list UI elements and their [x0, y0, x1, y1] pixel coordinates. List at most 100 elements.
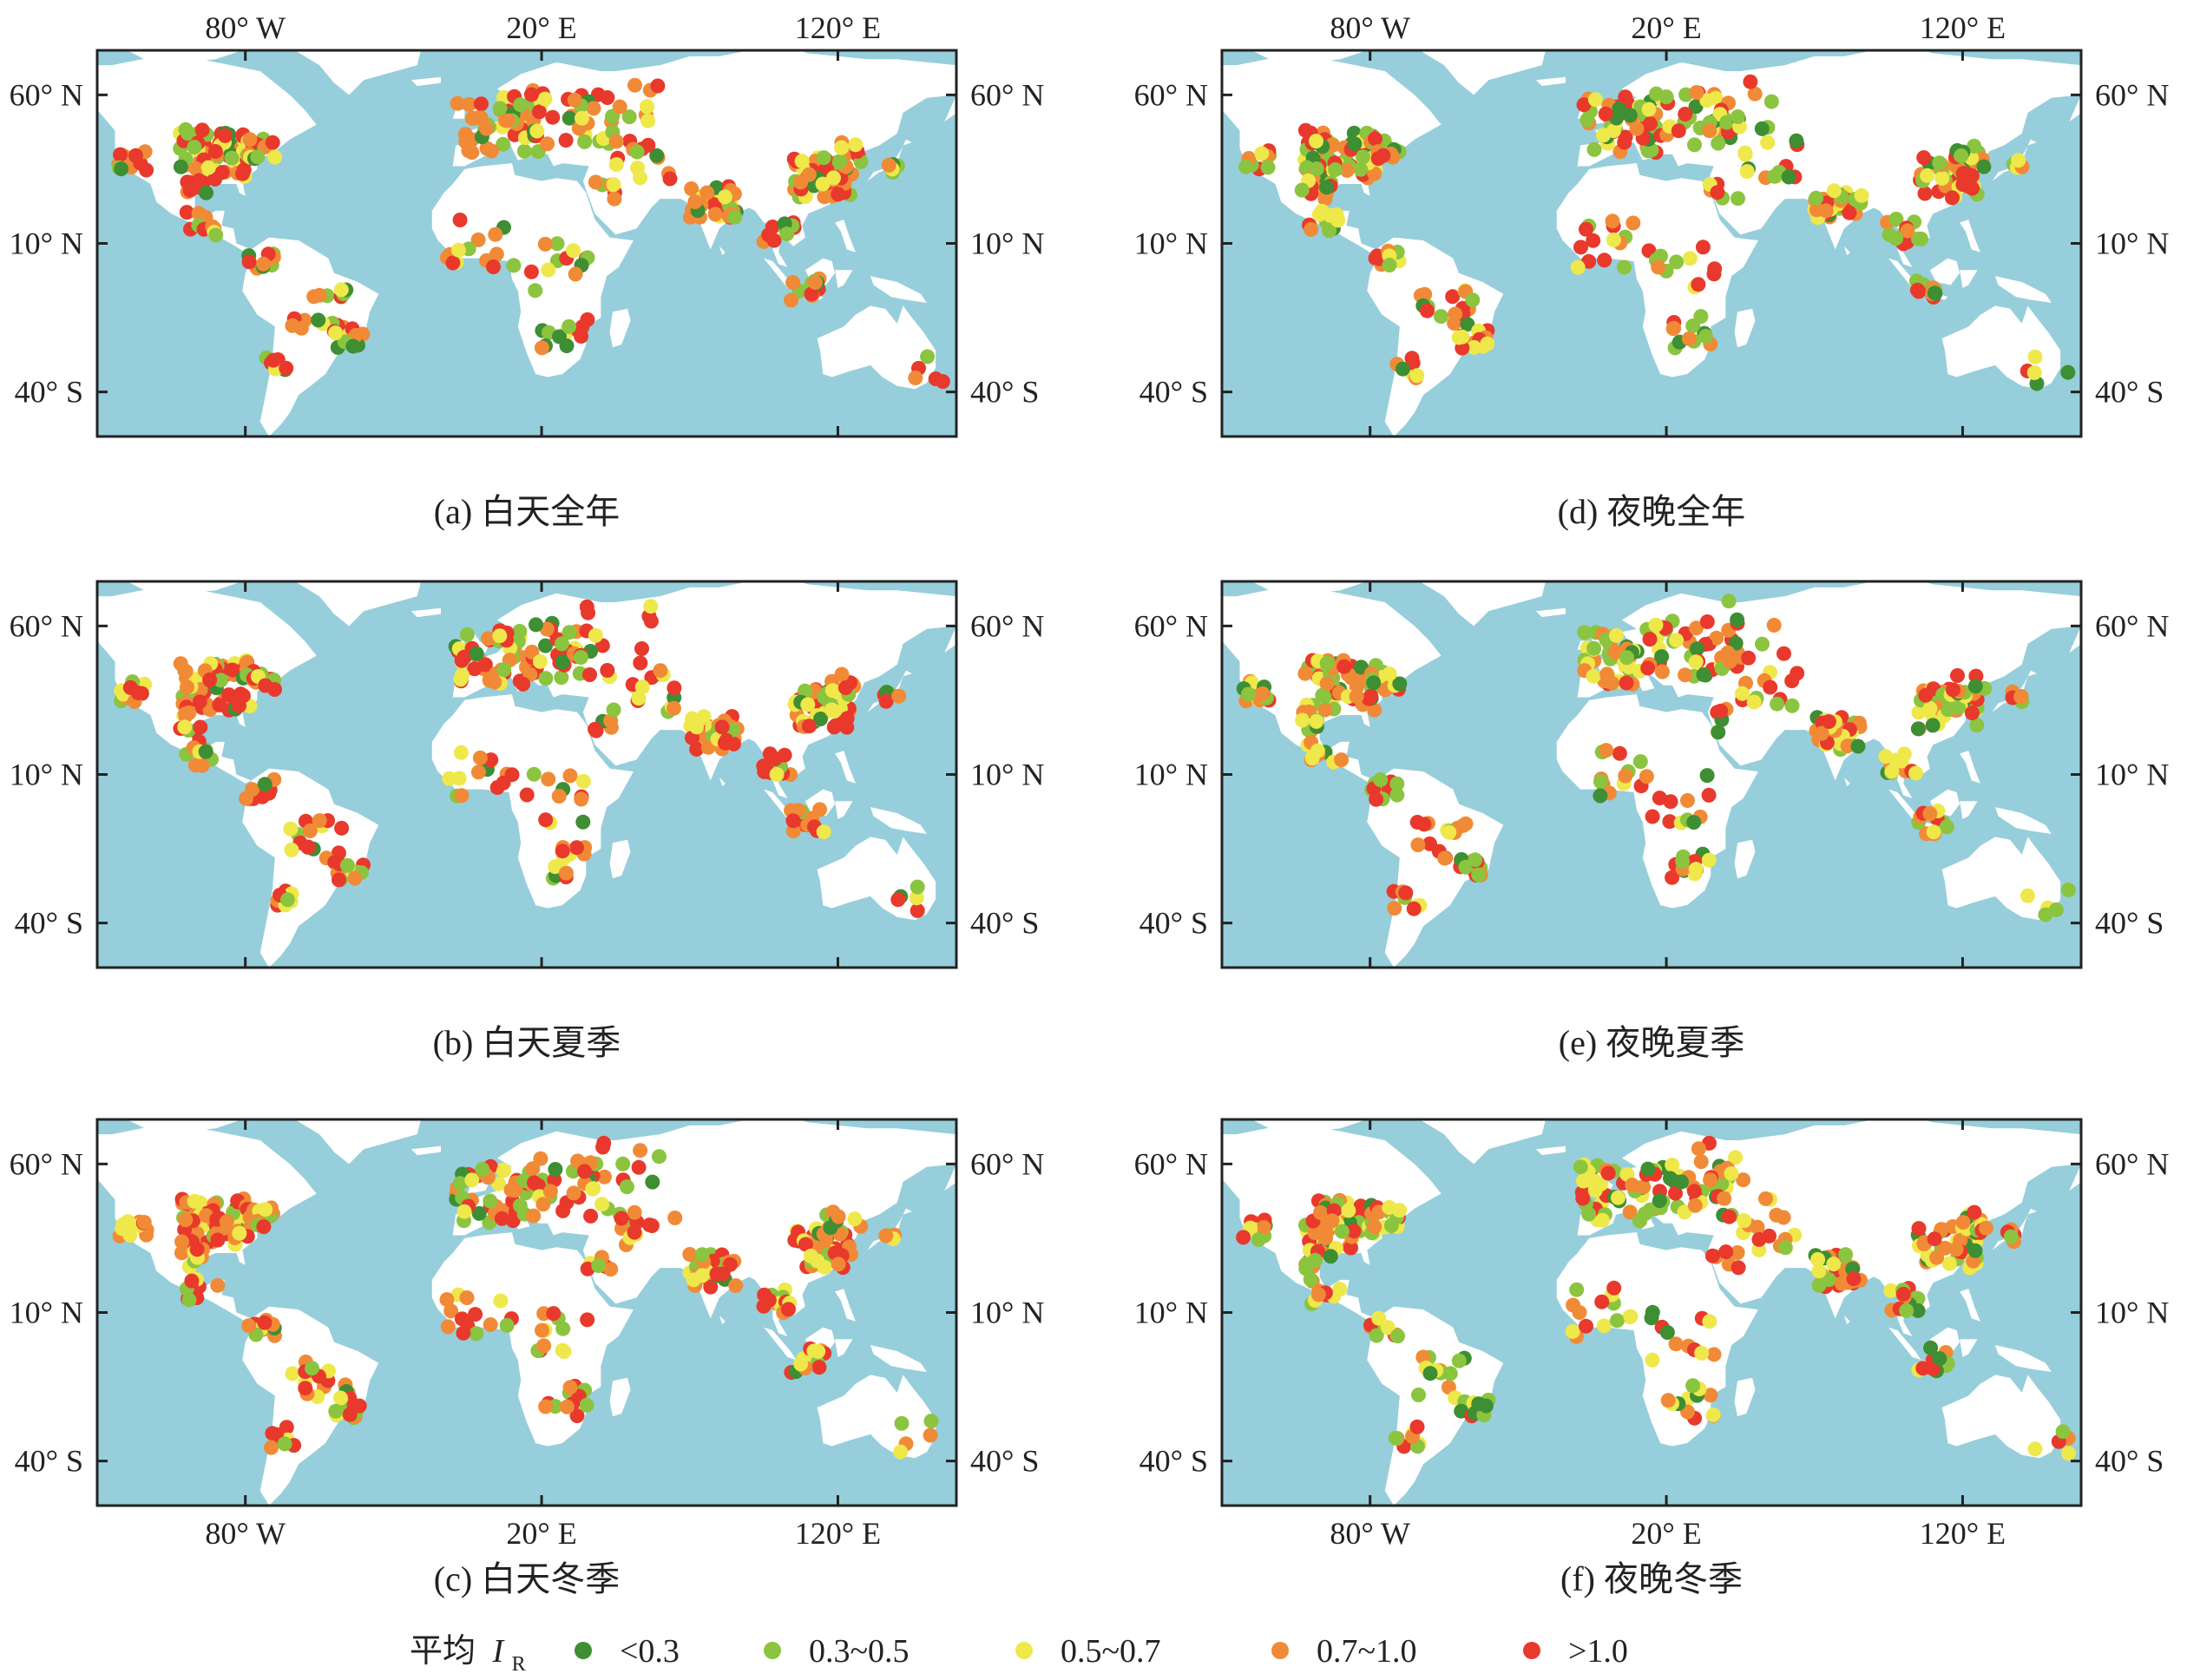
station-point [608, 134, 624, 149]
station-point [1695, 240, 1711, 255]
station-point [815, 176, 831, 192]
station-point [1334, 1224, 1350, 1239]
station-point [1612, 745, 1627, 761]
station-point [302, 824, 318, 838]
station-point [1698, 329, 1713, 344]
station-point [596, 1135, 612, 1151]
lon-tick-label: 120° E [795, 10, 881, 45]
legend-swatch [575, 1642, 592, 1659]
lat-tick-label: 60° N [1134, 77, 1208, 112]
station-point [794, 154, 810, 169]
station-point [507, 1183, 522, 1198]
station-point [239, 791, 254, 806]
station-point [603, 1262, 619, 1277]
station-point [445, 255, 461, 271]
station-point [1699, 614, 1715, 629]
lat-tick-label: 10° N [970, 1296, 1044, 1330]
station-point [1573, 240, 1588, 255]
station-point [1606, 1280, 1622, 1296]
station-point [1586, 141, 1602, 157]
station-point [1581, 1206, 1597, 1222]
station-point [1593, 774, 1608, 790]
station-points [112, 1135, 939, 1460]
station-point [1722, 1209, 1737, 1224]
station-point [1441, 1380, 1456, 1395]
station-point [1719, 115, 1735, 130]
lat-tick-label: 10° N [1134, 226, 1208, 261]
station-point [1929, 1250, 1945, 1265]
station-point [554, 670, 569, 686]
station-point [440, 1319, 456, 1335]
station-point [453, 672, 469, 687]
station-point [650, 78, 666, 94]
station-point [811, 1343, 826, 1359]
station-point [1653, 248, 1668, 264]
legend-item: 0.7~1.0 [1271, 1633, 1417, 1670]
station-point [1811, 1263, 1827, 1279]
station-point [689, 719, 705, 735]
station-point [1964, 168, 1980, 183]
station-point [1916, 150, 1932, 166]
lat-tick-label: 40° S [1139, 906, 1208, 941]
station-point [834, 140, 850, 155]
station-point [1665, 870, 1680, 885]
station-point [1622, 108, 1638, 123]
station-point [332, 872, 346, 888]
station-point [1639, 769, 1654, 784]
station-point [1908, 765, 1923, 781]
station-point [614, 1211, 629, 1226]
station-point [1911, 705, 1927, 720]
station-point [1594, 1294, 1610, 1309]
station-point [935, 374, 950, 390]
legend-swatch [764, 1642, 781, 1659]
station-point [920, 349, 936, 364]
station-point [1711, 135, 1726, 151]
lat-tick-label: 40° S [1139, 375, 1208, 410]
station-point [305, 1361, 319, 1376]
station-point [1746, 694, 1762, 710]
station-point [566, 243, 581, 259]
station-point [1579, 221, 1593, 237]
station-point [629, 144, 645, 160]
station-point [1730, 612, 1745, 627]
station-point [470, 765, 486, 780]
station-point [181, 126, 196, 141]
station-point [486, 259, 501, 274]
station-point [645, 1174, 660, 1190]
station-point [1645, 809, 1660, 824]
station-point [1382, 1200, 1397, 1215]
station-point [1409, 368, 1425, 384]
station-point [1665, 1158, 1680, 1172]
station-point [1743, 74, 1758, 89]
station-point [1369, 1328, 1384, 1343]
station-point [1662, 814, 1678, 830]
station-point [537, 236, 553, 252]
station-point [285, 1366, 300, 1381]
station-point [1645, 1352, 1660, 1368]
station-point [1809, 202, 1824, 218]
station-point [910, 902, 925, 918]
station-point [284, 842, 299, 857]
station-point [474, 96, 489, 112]
station-point [1976, 159, 1992, 174]
station-point [538, 812, 554, 828]
lon-tick-label: 80° W [1330, 10, 1410, 45]
legend-label: 0.7~1.0 [1317, 1633, 1417, 1670]
station-point [1648, 617, 1664, 633]
station-point [1460, 317, 1475, 332]
station-point [1736, 1172, 1751, 1188]
station-point [1570, 259, 1586, 275]
lat-tick-label: 40° S [2095, 1444, 2164, 1479]
map-panel: 80° W 20° E 120° E 60° N 60° N 10° N 10° N 40° … [10, 1118, 1044, 1598]
station-point [1760, 135, 1776, 150]
station-point [213, 673, 228, 688]
station-point [1609, 1313, 1625, 1329]
station-point [478, 121, 494, 136]
station-point [1319, 655, 1335, 671]
station-point [1654, 664, 1670, 679]
station-point [1677, 1204, 1692, 1220]
station-point [534, 340, 549, 356]
station-point [483, 1317, 498, 1332]
station-point [834, 666, 850, 682]
lat-tick-label: 60° N [10, 77, 83, 112]
